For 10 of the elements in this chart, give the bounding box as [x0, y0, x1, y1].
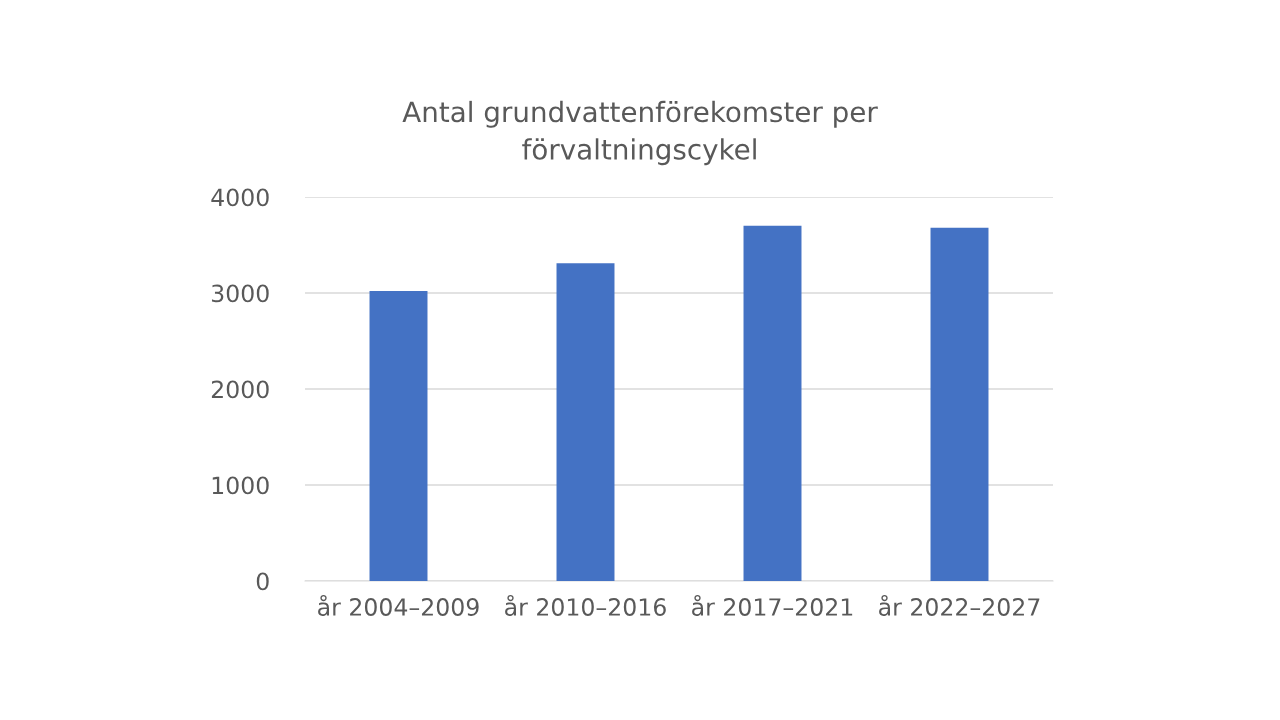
x-tick-label: år 2022–2027 [879, 594, 1040, 616]
y-tick-label: 0 [256, 572, 269, 591]
x-tick-label: år 2004–2009 [318, 594, 479, 616]
y-tick-label: 1000 [212, 476, 269, 495]
y-tick-label: 4000 [211, 188, 269, 207]
chart-title: Antal grundvattenförekomster per förvaltningscykel [402, 100, 878, 166]
y-tick-label: 3000 [211, 284, 269, 303]
y-tick-label: 2000 [211, 380, 269, 399]
x-tick-label: år 2010–2016 [505, 594, 666, 616]
x-tick-label: år 2017–2021 [692, 594, 853, 616]
